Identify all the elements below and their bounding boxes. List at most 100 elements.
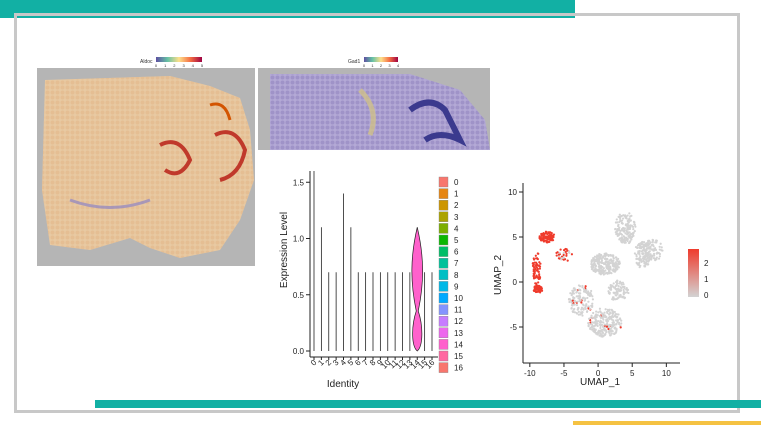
umap-point (646, 256, 650, 259)
umap-point (573, 289, 576, 292)
umap-point (559, 248, 562, 251)
umap-point (644, 255, 647, 258)
umap-point (619, 294, 622, 297)
legend-swatch-15 (438, 350, 449, 362)
umap-point (596, 262, 599, 265)
umap-point (601, 314, 604, 317)
umap-point (610, 259, 613, 263)
umap-point (590, 305, 594, 308)
violin-marks (313, 171, 433, 352)
umap-point (555, 254, 558, 257)
umap-point (607, 291, 610, 295)
umap-point (614, 261, 617, 264)
umap-point (539, 262, 542, 265)
umap-point (620, 322, 623, 325)
umap-point (571, 310, 575, 314)
umap-point (532, 276, 536, 279)
umap-point (605, 322, 609, 325)
umap-point (571, 299, 574, 302)
umap-point (620, 287, 623, 290)
legend-label-1: 1 (454, 190, 459, 199)
legend-swatch-3 (438, 211, 449, 222)
umap-point (570, 292, 574, 295)
violin-shape-14 (411, 227, 423, 352)
umap-point (581, 314, 584, 317)
umap-point (590, 314, 593, 317)
umap-point (593, 330, 596, 334)
umap-point (635, 261, 638, 264)
umap-point (619, 217, 622, 221)
umap-point (558, 251, 561, 255)
umap-point (638, 252, 641, 255)
umap-point (570, 253, 574, 256)
umap-point (626, 224, 629, 228)
umap-point (576, 308, 579, 311)
aldoc-gene-label: Aldoc (140, 59, 153, 65)
umap-point (613, 262, 616, 265)
legend-swatch-11 (438, 304, 449, 315)
umap-point (535, 257, 539, 260)
umap-point (566, 249, 569, 252)
umap-point (603, 327, 606, 330)
legend-label-6: 6 (454, 248, 459, 257)
umap-point (617, 289, 621, 292)
umap-point (612, 291, 615, 294)
aldoc-colorbar-ticks: 0 1 2 3 4 5 (155, 63, 204, 68)
umap-point (635, 257, 638, 261)
umap-point (548, 231, 551, 234)
umap-point (618, 238, 621, 241)
umap-point (610, 332, 613, 335)
umap-point (643, 260, 646, 263)
umap-point (578, 299, 582, 302)
violin-x-tick-label: 7 (361, 358, 371, 368)
umap-point (658, 245, 661, 248)
umap-point (539, 239, 543, 242)
umap-point (590, 289, 593, 293)
legend-label-12: 12 (454, 317, 463, 326)
umap-point (601, 325, 605, 328)
umap-point (607, 254, 610, 258)
umap-point (618, 232, 622, 235)
legend-label-13: 13 (454, 329, 463, 338)
umap-point (589, 327, 592, 330)
umap-point (646, 241, 649, 245)
umap-point (587, 322, 590, 325)
umap-point (593, 261, 596, 265)
umap-point (615, 288, 618, 291)
umap-point (650, 258, 653, 261)
umap-point (630, 238, 633, 241)
umap-point (618, 226, 621, 229)
umap-point (617, 284, 620, 288)
umap-point (532, 268, 535, 271)
violin-x-tick-label: 2 (324, 358, 334, 368)
umap-point (651, 238, 654, 241)
umap-point (606, 264, 610, 267)
umap-point (609, 253, 612, 257)
umap-point (610, 308, 613, 311)
umap-point (594, 258, 597, 261)
violin-x-tick-label: 8 (368, 358, 378, 368)
umap-point (576, 300, 579, 303)
umap-point (610, 324, 613, 327)
umap-point (631, 232, 635, 235)
umap-point (639, 264, 642, 267)
umap-point (596, 333, 599, 336)
umap-point (579, 313, 582, 316)
umap-point (616, 264, 619, 267)
umap-point (620, 319, 623, 322)
umap-point (583, 299, 586, 302)
umap-point (597, 329, 600, 332)
umap-point (584, 285, 587, 288)
umap-point (600, 253, 603, 257)
umap-point (595, 316, 598, 319)
umap-point (608, 265, 612, 268)
colorbar-tick-label: 3 (182, 63, 185, 68)
umap-point (581, 296, 585, 299)
umap-point (608, 308, 611, 311)
umap-point (597, 320, 600, 323)
colorbar-tick-label: 1 (164, 63, 167, 68)
umap-point (604, 332, 607, 336)
umap-point (537, 252, 540, 255)
umap-point (586, 296, 589, 300)
umap-point (635, 253, 638, 256)
